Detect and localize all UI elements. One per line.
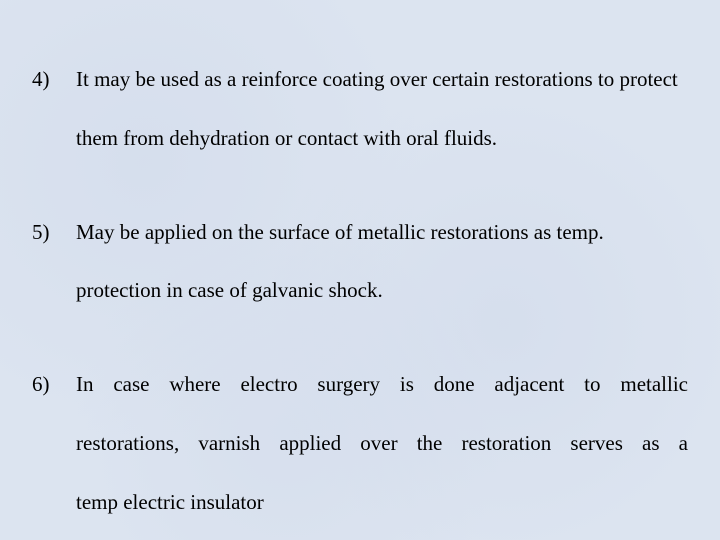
list-number: 5)	[32, 203, 76, 321]
list-number: 6)	[32, 355, 76, 531]
list-text: In case where electro surgery is done ad…	[76, 355, 688, 531]
list-item: 6) In case where electro surgery is done…	[32, 355, 688, 531]
list-text-line: In case where electro surgery is done ad…	[76, 372, 688, 396]
list-item: 5) May be applied on the surface of meta…	[32, 203, 688, 321]
numbered-list: 4) It may be used as a reinforce coating…	[32, 50, 688, 532]
list-number: 4)	[32, 50, 76, 168]
list-item: 4) It may be used as a reinforce coating…	[32, 50, 688, 168]
list-text: May be applied on the surface of metalli…	[76, 203, 688, 321]
list-text-line: restorations, varnish applied over the r…	[76, 431, 688, 455]
list-text: It may be used as a reinforce coating ov…	[76, 50, 688, 168]
list-text-lastline: temp electric insulator	[76, 473, 688, 532]
